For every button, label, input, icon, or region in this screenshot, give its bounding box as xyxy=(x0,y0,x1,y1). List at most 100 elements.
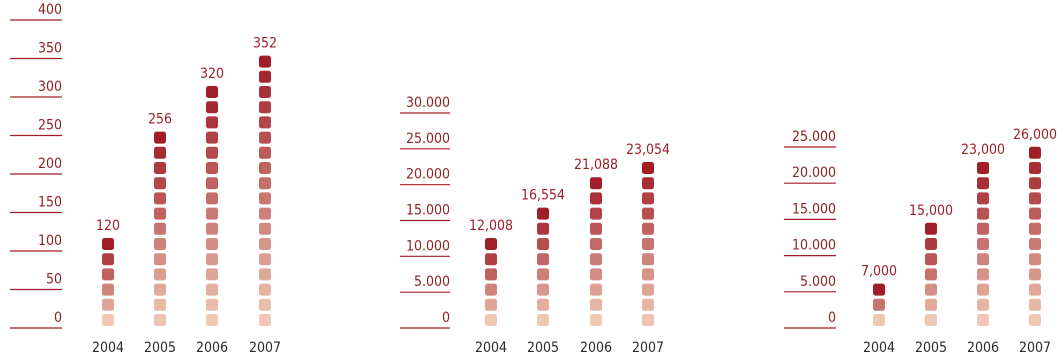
bar-block xyxy=(537,222,549,235)
bar-block xyxy=(206,86,218,98)
bar-block xyxy=(154,268,166,281)
y-tick-label: 350 xyxy=(38,41,62,57)
bar-block xyxy=(259,253,271,266)
bar-block xyxy=(590,238,602,250)
bar-block xyxy=(977,253,989,266)
bar-2004 xyxy=(873,283,885,326)
bar-block xyxy=(102,283,114,296)
bar-block xyxy=(537,253,549,266)
bar-block xyxy=(925,222,937,235)
bar-block xyxy=(102,298,114,311)
bar-block xyxy=(485,238,497,250)
bar-block xyxy=(537,207,549,220)
y-tick-label: 10.000 xyxy=(406,238,450,254)
bar-block xyxy=(925,253,937,266)
bar-block xyxy=(154,238,166,250)
bar-block xyxy=(642,283,654,296)
bar-block xyxy=(154,314,166,326)
y-tick-label: 25.000 xyxy=(406,131,450,147)
bar-2004 xyxy=(102,238,114,326)
bar-block xyxy=(485,253,497,266)
bar-block xyxy=(977,283,989,296)
bar-2006 xyxy=(590,177,602,326)
x-tick-label: 2007 xyxy=(1019,340,1051,356)
bar-block xyxy=(154,177,166,190)
bar-block xyxy=(642,238,654,250)
bar-block xyxy=(259,177,271,190)
bar-block xyxy=(642,298,654,311)
bar-block xyxy=(977,162,989,174)
bar-block xyxy=(977,238,989,250)
bar-block xyxy=(537,283,549,296)
x-tick-label: 2005 xyxy=(915,340,947,356)
bar-block xyxy=(1029,192,1041,205)
data-label: 21,088 xyxy=(574,157,618,173)
bar-block xyxy=(1029,253,1041,266)
bar-2007 xyxy=(259,55,271,326)
y-tick-label: 300 xyxy=(38,79,62,95)
bar-block xyxy=(925,314,937,326)
bar-block xyxy=(1029,298,1041,311)
y-tick-label: 0 xyxy=(828,310,836,326)
bar-2006 xyxy=(206,86,218,326)
data-label: 15,000 xyxy=(909,203,953,219)
y-axis: 0 5.000 10.000 15.000 20.000 25.000 30.000 xyxy=(400,95,450,329)
bar-block xyxy=(259,283,271,296)
x-tick-label: 2004 xyxy=(92,340,124,356)
bar-block xyxy=(259,116,271,129)
bar-block xyxy=(206,177,218,190)
data-label: 23,000 xyxy=(961,142,1005,158)
bar-block xyxy=(259,222,271,235)
bar-block xyxy=(259,162,271,174)
bar-block xyxy=(259,268,271,281)
bar-block xyxy=(102,268,114,281)
bar-block xyxy=(537,314,549,326)
bar-block xyxy=(102,314,114,326)
bar-block xyxy=(1029,162,1041,174)
y-tick-label: 15.000 xyxy=(792,201,836,217)
bar-block xyxy=(590,268,602,281)
bar-block xyxy=(642,314,654,326)
bar-block xyxy=(259,314,271,326)
x-tick-label: 2004 xyxy=(475,340,507,356)
bar-block xyxy=(642,162,654,174)
bar-block xyxy=(154,283,166,296)
bar-block xyxy=(206,298,218,311)
y-axis: 0 5.000 10.000 15.000 20.000 25.000 xyxy=(784,129,836,329)
x-tick-label: 2004 xyxy=(863,340,895,356)
x-tick-label: 2006 xyxy=(196,340,228,356)
x-tick-label: 2006 xyxy=(967,340,999,356)
y-axis: 0 50 100 150 200 250 300 350 400 xyxy=(10,2,62,329)
bar-block xyxy=(485,298,497,311)
bar-block xyxy=(590,207,602,220)
bar-block xyxy=(485,268,497,281)
bar-2005 xyxy=(925,222,937,326)
bar-block xyxy=(1029,222,1041,235)
bar-block xyxy=(259,298,271,311)
bar-block xyxy=(642,207,654,220)
bar-2004 xyxy=(485,238,497,326)
x-tick-label: 2005 xyxy=(144,340,176,356)
bar-block xyxy=(485,283,497,296)
y-tick-label: 50 xyxy=(46,272,62,288)
x-tick-label: 2006 xyxy=(580,340,612,356)
bar-block xyxy=(1029,268,1041,281)
bar-block xyxy=(259,192,271,205)
bar-block xyxy=(206,131,218,144)
x-tick-label: 2005 xyxy=(527,340,559,356)
bar-block xyxy=(925,238,937,250)
bar-block xyxy=(1029,314,1041,326)
data-label: 12,008 xyxy=(469,218,513,234)
bar-block xyxy=(102,253,114,266)
bar-block xyxy=(206,192,218,205)
bar-block xyxy=(206,238,218,250)
bar-block xyxy=(590,222,602,235)
bar-block xyxy=(977,177,989,190)
bar-block xyxy=(154,253,166,266)
bar-block xyxy=(537,238,549,250)
bar-block xyxy=(590,253,602,266)
bar-2005 xyxy=(154,131,166,326)
data-label: 7,000 xyxy=(861,264,897,280)
data-label: 16,554 xyxy=(521,188,565,204)
